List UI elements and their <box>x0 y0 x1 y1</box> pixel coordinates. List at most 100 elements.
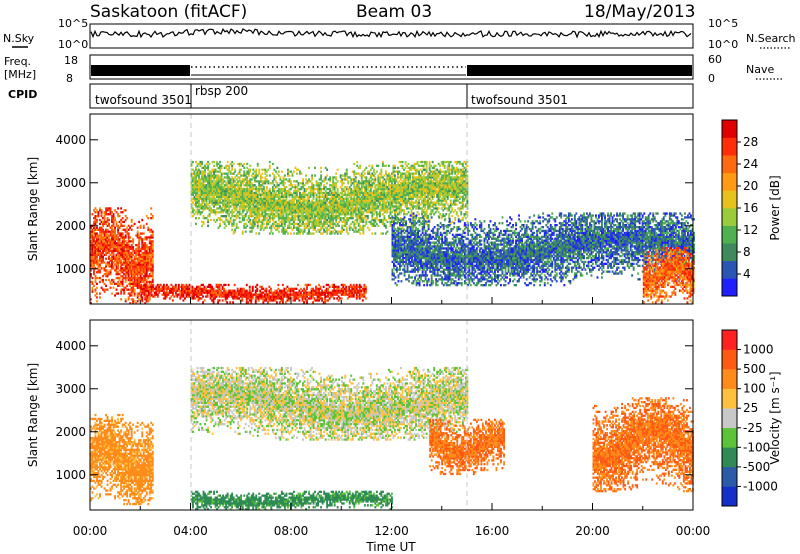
power-cell <box>240 169 242 171</box>
power-cell <box>304 196 306 198</box>
power-cell <box>362 299 364 301</box>
date-title: 18/May/2013 <box>584 2 696 22</box>
power-cell <box>365 286 367 288</box>
power-cell <box>350 223 352 225</box>
power-cell <box>349 176 351 178</box>
freq-tick-bottom: 8 <box>66 72 73 85</box>
power-cell <box>329 178 331 180</box>
power-cell <box>233 173 235 175</box>
nsky-tick-bottom: 10^0 <box>58 38 88 51</box>
power-cell <box>246 225 248 227</box>
power-cell <box>329 176 331 178</box>
power-cell <box>329 286 331 288</box>
power-cell <box>318 299 320 301</box>
power-cell <box>311 178 313 180</box>
power-cell <box>365 167 367 169</box>
power-cell <box>99 296 101 298</box>
power-cell <box>292 173 294 175</box>
power-cell <box>281 171 283 173</box>
power-cell <box>228 284 230 286</box>
power-cell <box>258 169 260 171</box>
nave-tick-top: 60 <box>708 53 722 66</box>
power-cell <box>230 217 232 219</box>
power-cell <box>365 288 367 290</box>
power-cell <box>261 173 263 175</box>
power-cell <box>338 286 340 288</box>
power-cell <box>275 176 277 178</box>
power-cell <box>346 169 348 171</box>
power-cell <box>257 163 259 165</box>
power-cell <box>146 286 148 288</box>
power-cell <box>134 289 136 291</box>
power-cell <box>343 182 345 184</box>
power-cell <box>231 176 233 178</box>
power-cell <box>98 213 100 215</box>
power-cell <box>352 213 354 215</box>
power-cell <box>387 231 389 233</box>
power-cell <box>204 299 206 301</box>
power-cell <box>203 221 205 223</box>
power-cell <box>131 219 133 221</box>
power-cell <box>299 299 301 301</box>
power-cell <box>290 171 292 173</box>
power-cell <box>99 292 101 294</box>
power-cell <box>143 232 145 234</box>
freq-tick-top: 18 <box>64 54 78 67</box>
power-cell <box>99 263 101 265</box>
power-cell <box>92 291 94 293</box>
power-cell <box>302 178 304 180</box>
freq-strip: Freq. [MHz] 18 8 60 0 Nave <box>4 53 782 85</box>
power-cell <box>313 232 315 234</box>
power-cell <box>260 229 262 231</box>
power-cell <box>110 207 112 209</box>
power-cell <box>243 217 245 219</box>
power-cell <box>111 211 113 213</box>
power-cell <box>323 286 325 288</box>
power-cell <box>134 223 136 225</box>
power-cell <box>104 291 106 293</box>
power-cell <box>256 288 258 290</box>
power-cell <box>175 284 177 286</box>
power-cell <box>228 176 230 178</box>
power-cell <box>258 217 260 219</box>
power-cell <box>350 184 352 186</box>
power-cell <box>147 227 149 229</box>
power-cell <box>167 286 169 288</box>
power-cell <box>147 217 149 219</box>
power-cell <box>204 173 206 175</box>
power-cell <box>251 178 253 180</box>
power-cell <box>365 297 367 299</box>
power-cell <box>373 213 375 215</box>
power-cell <box>384 215 386 217</box>
power-cell <box>203 215 205 217</box>
power-cell <box>249 169 251 171</box>
power-cell <box>295 217 297 219</box>
power-cell <box>373 169 375 171</box>
power-cell <box>287 232 289 234</box>
power-cell <box>321 297 323 299</box>
power-cell <box>96 300 98 302</box>
nsearch-tick-top: 10^5 <box>708 17 738 30</box>
power-cell <box>298 184 300 186</box>
power-cell <box>104 217 106 219</box>
power-cell <box>251 182 253 184</box>
power-cell <box>278 231 280 233</box>
power-cell <box>229 301 231 303</box>
power-cell <box>108 223 110 225</box>
power-cell <box>294 299 296 301</box>
power-cell <box>167 294 169 296</box>
cpid-segment-2: rbsp 200 <box>195 84 248 98</box>
power-cell <box>236 217 238 219</box>
power-cell <box>239 217 241 219</box>
power-cell <box>346 227 348 229</box>
power-cell <box>192 161 194 163</box>
power-cell <box>326 174 328 176</box>
power-cell <box>213 299 215 301</box>
power-cell <box>138 240 140 242</box>
power-cell <box>198 299 200 301</box>
power-cell <box>117 207 119 209</box>
power-cell <box>363 294 365 296</box>
power-cell <box>360 286 362 288</box>
power-cell <box>122 217 124 219</box>
power-cell <box>113 279 115 281</box>
